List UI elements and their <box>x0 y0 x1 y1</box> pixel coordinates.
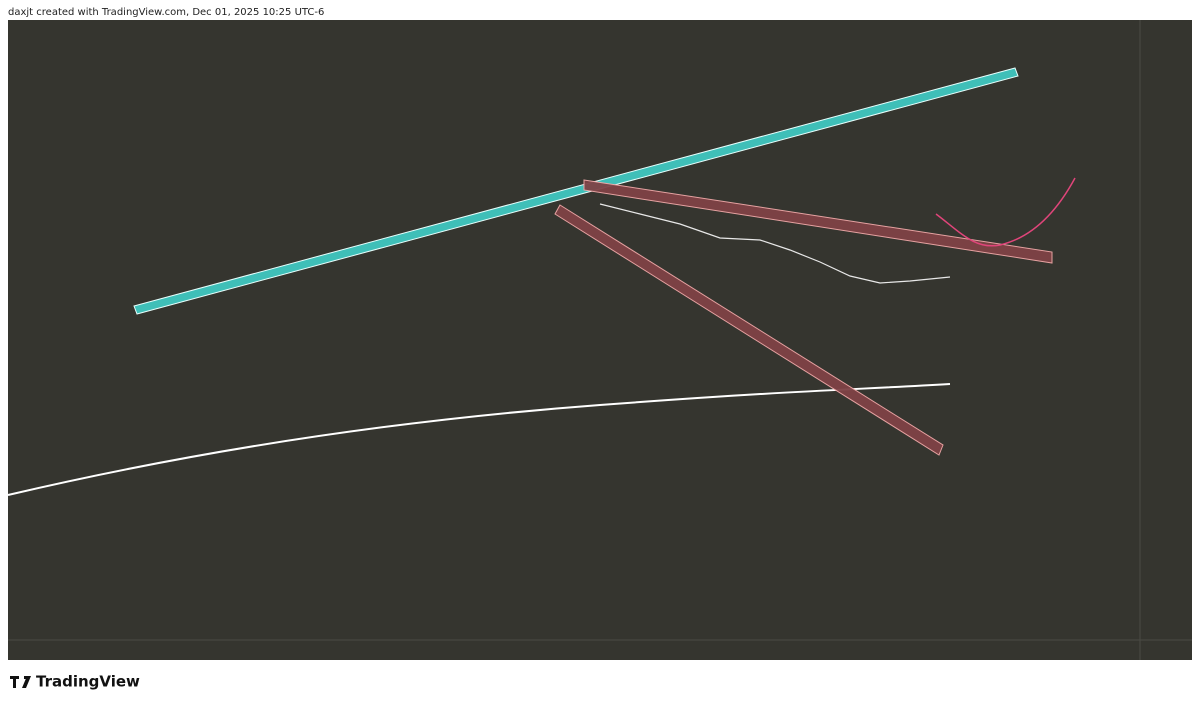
brand: TradingView <box>10 673 140 691</box>
falling-channel-lower <box>554 204 944 456</box>
short-moving-average <box>599 203 951 284</box>
rising-channel <box>133 67 1019 315</box>
brand-name: TradingView <box>36 673 140 691</box>
chart-panel <box>8 20 1192 660</box>
falling-channel-upper <box>583 179 1053 264</box>
projection-curve <box>935 177 1076 247</box>
drawings <box>7 67 1076 496</box>
header-text: daxjt created with TradingView.com, Dec … <box>8 7 324 18</box>
brand-logo <box>10 676 31 688</box>
